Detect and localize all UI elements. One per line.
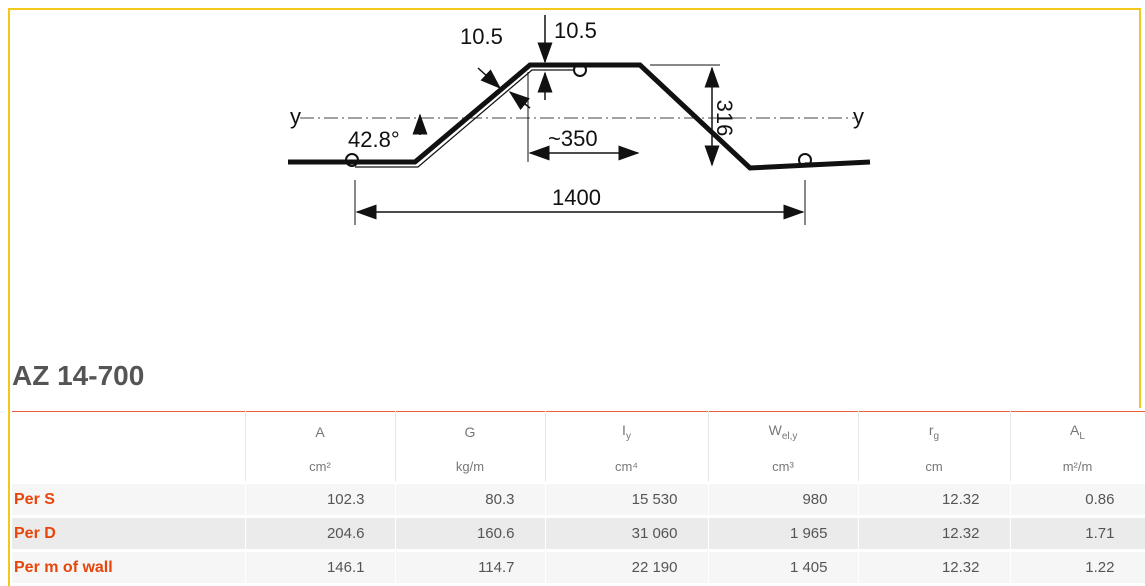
subscript: g	[933, 430, 940, 442]
cell: 12.32	[858, 549, 1011, 583]
cell: 31 060	[545, 515, 709, 551]
cell: 160.6	[395, 515, 546, 551]
subscript: y	[625, 430, 631, 442]
unit-cell: cm²	[245, 451, 396, 483]
profile-inner	[355, 69, 575, 168]
cell: 0.86	[1010, 481, 1145, 517]
interlock	[345, 153, 359, 167]
header-cell: G	[395, 411, 546, 451]
symbol: G	[464, 423, 476, 440]
cell: 1 965	[708, 515, 859, 551]
dim-label: 10.5	[554, 18, 597, 43]
header-cell: A	[245, 411, 396, 451]
frame-edge	[8, 400, 10, 586]
cell: 12.32	[858, 481, 1011, 517]
dim-label: 1400	[552, 185, 601, 210]
dim-line	[477, 67, 502, 90]
unit-cell: kg/m	[395, 451, 546, 483]
dim-label: 316	[712, 100, 737, 137]
data-row: Per m of wall 146.1 114.7 22 190 1 405 12.32 1…	[12, 549, 1145, 583]
cell: 12.32	[858, 515, 1011, 551]
section-title: AZ 14-700	[12, 360, 145, 391]
dim-line	[508, 91, 531, 111]
axis-label: y	[290, 104, 301, 129]
profile-diagram: 10.5 10.5 y y 42.8° ~350 316 1400	[288, 15, 871, 225]
properties-table: A G Iy Wel,y rg AL cm² kg/m cm⁴ cm³ cm m²/m Per S 102…	[12, 411, 1145, 583]
dim-label: 10.5	[460, 24, 503, 49]
subscript: L	[1079, 430, 1085, 442]
cell: 980	[708, 481, 859, 517]
dim-label: ~350	[548, 126, 598, 151]
interlock	[573, 63, 587, 77]
cell: 146.1	[245, 549, 396, 583]
header-cell	[12, 411, 246, 451]
symbol: A	[1070, 421, 1080, 438]
cell: 102.3	[245, 481, 396, 517]
unit-cell: cm³	[708, 451, 859, 483]
frame	[8, 8, 1141, 408]
row-label: Per S	[12, 481, 246, 517]
header-cell: Wel,y	[708, 411, 859, 451]
cell: 80.3	[395, 481, 546, 517]
unit-cell: cm⁴	[545, 451, 709, 483]
unit-cell: m²/m	[1010, 451, 1145, 483]
cell: 22 190	[545, 549, 709, 583]
cell: 1.71	[1010, 515, 1145, 551]
unit-cell	[12, 451, 246, 483]
data-row: Per D 204.6 160.6 31 060 1 965 12.32 1.71	[12, 515, 1145, 551]
cell: 15 530	[545, 481, 709, 517]
data-row: Per S 102.3 80.3 15 530 980 12.32 0.86	[12, 481, 1145, 517]
row-label: Per D	[12, 515, 246, 551]
symbol: I	[622, 421, 626, 438]
cell: 1.22	[1010, 549, 1145, 583]
dim-label: 42.8°	[348, 127, 400, 152]
profile	[288, 62, 871, 171]
symbol: r	[928, 421, 934, 438]
cell: 1 405	[708, 549, 859, 583]
header-cell: rg	[858, 411, 1011, 451]
interlock	[798, 153, 812, 167]
unit-cell: cm	[858, 451, 1011, 483]
header-cell: Iy	[545, 411, 709, 451]
cell: 114.7	[395, 549, 546, 583]
header-cell: AL	[1010, 411, 1145, 451]
row-label: Per m of wall	[12, 549, 246, 583]
cell: 204.6	[245, 515, 396, 551]
axis-label: y	[853, 104, 864, 129]
symbol: W	[768, 421, 782, 438]
subscript: el,y	[781, 430, 798, 442]
header-row: A G Iy Wel,y rg AL	[12, 411, 1145, 451]
unit-row: cm² kg/m cm⁴ cm³ cm m²/m	[12, 451, 1145, 483]
symbol: A	[315, 423, 325, 440]
